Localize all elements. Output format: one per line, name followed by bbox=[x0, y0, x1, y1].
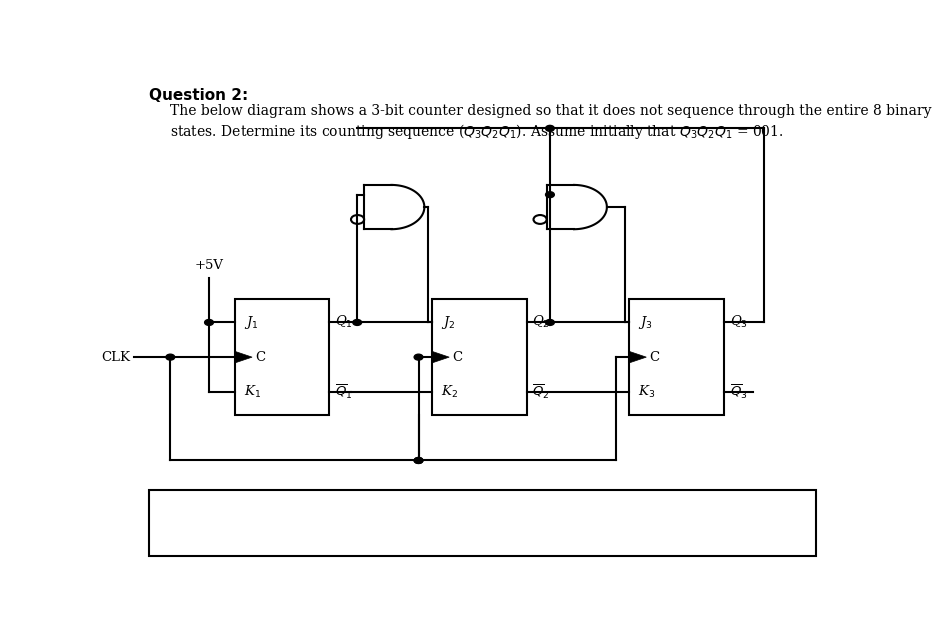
Text: The below diagram shows a 3-bit counter designed so that it does not sequence th: The below diagram shows a 3-bit counter … bbox=[171, 104, 932, 118]
Circle shape bbox=[353, 320, 362, 325]
Text: J$_1$: J$_1$ bbox=[244, 314, 259, 331]
Circle shape bbox=[545, 125, 554, 131]
Circle shape bbox=[414, 354, 423, 360]
Polygon shape bbox=[431, 351, 449, 363]
Text: J$_2$: J$_2$ bbox=[441, 314, 456, 331]
Text: $\overline{Q}_2$: $\overline{Q}_2$ bbox=[532, 383, 550, 401]
Circle shape bbox=[545, 320, 554, 325]
Text: C: C bbox=[649, 351, 659, 364]
Text: Q$_3$: Q$_3$ bbox=[729, 314, 748, 330]
Circle shape bbox=[414, 458, 423, 463]
Text: Question 2:: Question 2: bbox=[149, 88, 249, 102]
Circle shape bbox=[204, 320, 214, 325]
Circle shape bbox=[414, 458, 423, 463]
Text: K$_1$: K$_1$ bbox=[244, 384, 261, 400]
Text: CLK: CLK bbox=[101, 351, 130, 364]
Text: +5V: +5V bbox=[194, 259, 223, 272]
Text: Q$_1$: Q$_1$ bbox=[335, 314, 353, 330]
Text: C: C bbox=[452, 351, 463, 364]
Bar bbox=[431, 299, 527, 415]
Bar bbox=[235, 299, 330, 415]
Text: C: C bbox=[255, 351, 265, 364]
Bar bbox=[629, 299, 723, 415]
Text: K$_3$: K$_3$ bbox=[639, 384, 656, 400]
Text: K$_2$: K$_2$ bbox=[441, 384, 459, 400]
Text: $\overline{Q}_1$: $\overline{Q}_1$ bbox=[335, 383, 353, 401]
Circle shape bbox=[166, 354, 174, 360]
Bar bbox=[149, 490, 817, 557]
Text: states. Determine its counting sequence ($Q_3Q_2Q_1$). Assume initially that $Q_: states. Determine its counting sequence … bbox=[171, 122, 784, 141]
Polygon shape bbox=[235, 351, 252, 363]
Circle shape bbox=[545, 192, 554, 197]
Polygon shape bbox=[629, 351, 646, 363]
Text: Q$_2$: Q$_2$ bbox=[532, 314, 550, 330]
Text: $\overline{Q}_3$: $\overline{Q}_3$ bbox=[729, 383, 747, 401]
Text: J$_3$: J$_3$ bbox=[639, 314, 653, 331]
